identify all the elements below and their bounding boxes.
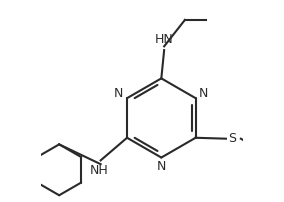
Text: N: N: [199, 87, 208, 100]
Text: N: N: [157, 160, 166, 174]
Text: N: N: [114, 87, 124, 100]
Text: HN: HN: [155, 33, 174, 46]
Text: S: S: [228, 132, 236, 145]
Text: NH: NH: [89, 164, 108, 177]
